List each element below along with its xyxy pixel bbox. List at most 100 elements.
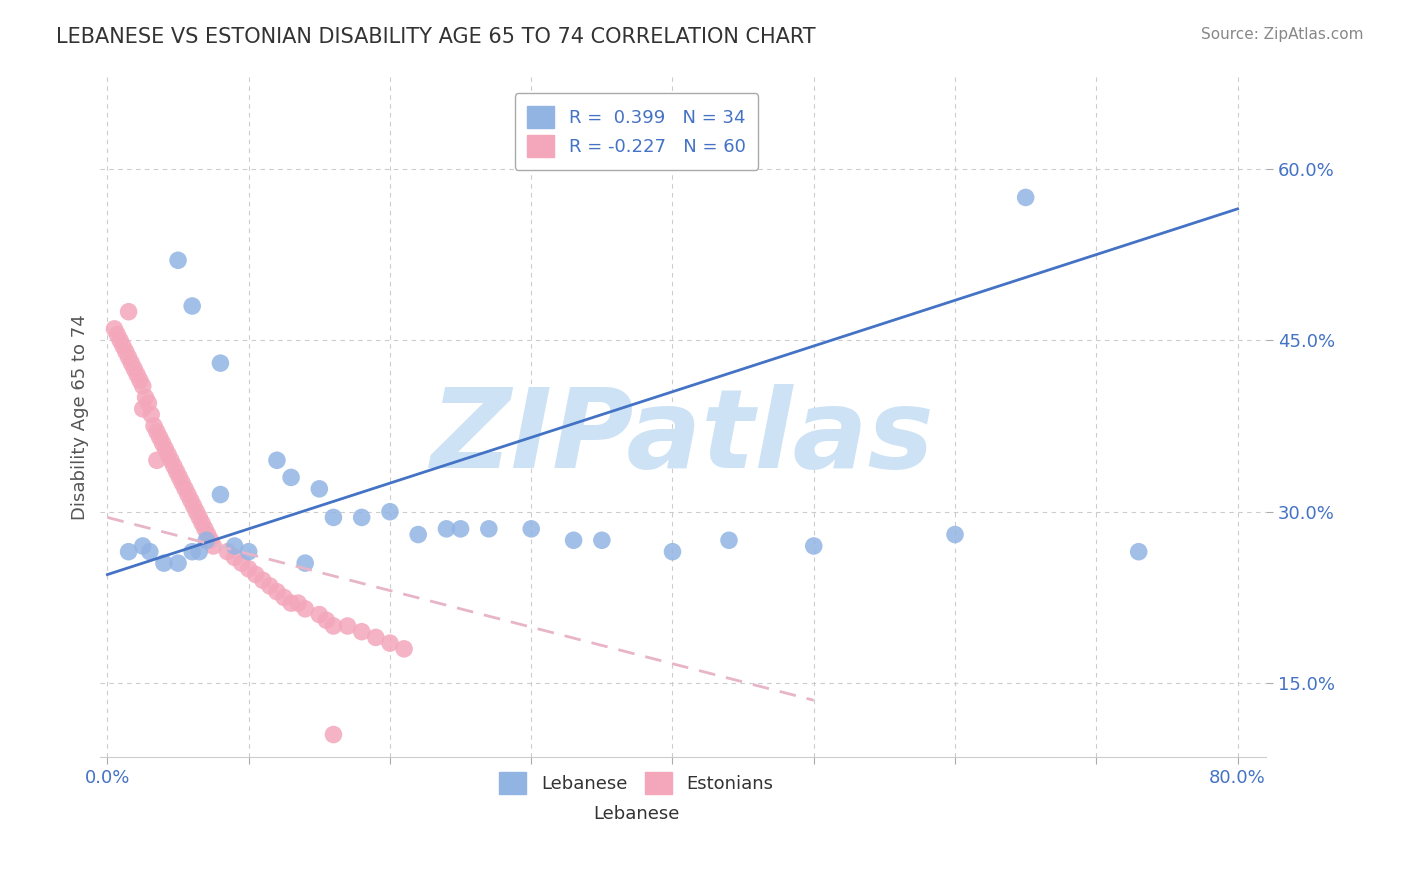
Point (194, 522, 217, 536)
Legend: Lebanese, Estonians: Lebanese, Estonians (491, 763, 783, 803)
Point (132, 539, 155, 553)
Point (231, 556, 253, 570)
Point (245, 567, 267, 582)
Point (217, 544, 239, 558)
Point (146, 453, 169, 467)
Point (172, 476, 194, 491)
Point (155, 442, 177, 456)
Point (280, 470, 302, 484)
Point (138, 396, 160, 410)
Point (436, 522, 458, 536)
Point (717, 533, 740, 548)
Point (141, 408, 163, 422)
Point (181, 299, 204, 313)
Point (392, 641, 415, 656)
Point (132, 401, 155, 416)
Point (149, 430, 172, 444)
Point (166, 465, 188, 479)
Point (146, 425, 169, 439)
Point (322, 727, 344, 741)
Point (188, 510, 211, 524)
Point (350, 624, 373, 639)
Point (153, 556, 176, 570)
Point (202, 539, 225, 553)
Point (195, 533, 218, 548)
Point (111, 339, 134, 353)
Point (209, 487, 232, 501)
Point (322, 619, 344, 633)
Point (135, 391, 157, 405)
Point (238, 562, 260, 576)
Text: ZIPatlas: ZIPatlas (432, 384, 935, 491)
Point (183, 499, 205, 513)
Point (167, 253, 190, 268)
Point (287, 596, 309, 610)
Point (266, 453, 288, 467)
Point (280, 596, 302, 610)
Point (117, 304, 139, 318)
Point (350, 510, 373, 524)
Point (114, 344, 136, 359)
Text: Source: ZipAtlas.com: Source: ZipAtlas.com (1201, 27, 1364, 42)
Point (200, 533, 222, 548)
Point (157, 448, 180, 462)
Point (478, 522, 501, 536)
Point (139, 544, 162, 558)
Point (132, 379, 155, 393)
Point (103, 322, 125, 336)
Point (105, 327, 128, 342)
Point (378, 505, 401, 519)
Point (117, 351, 139, 365)
Point (294, 556, 316, 570)
Point (562, 533, 585, 548)
Point (160, 453, 183, 467)
Point (143, 419, 166, 434)
Point (1128, 544, 1150, 558)
Point (266, 584, 288, 599)
Point (125, 368, 148, 382)
Point (308, 482, 330, 496)
Point (174, 482, 197, 496)
Point (252, 574, 274, 588)
Point (129, 373, 152, 387)
Point (197, 527, 219, 541)
Point (180, 493, 202, 508)
Point (661, 544, 683, 558)
Point (120, 356, 142, 370)
Point (188, 544, 211, 558)
Point (163, 458, 186, 473)
Point (943, 527, 966, 541)
Point (803, 539, 825, 553)
Point (169, 470, 191, 484)
Point (117, 544, 139, 558)
Point (450, 522, 472, 536)
Point (520, 522, 543, 536)
Point (191, 516, 214, 530)
Point (591, 533, 613, 548)
Point (294, 602, 316, 616)
Point (322, 510, 344, 524)
Y-axis label: Disability Age 65 to 74: Disability Age 65 to 74 (72, 315, 89, 520)
Point (186, 505, 208, 519)
Point (238, 544, 260, 558)
Point (336, 619, 359, 633)
Point (108, 333, 131, 347)
Point (315, 613, 337, 627)
Point (273, 591, 295, 605)
Point (122, 362, 145, 376)
Point (1014, 190, 1036, 204)
Point (378, 636, 401, 650)
Point (209, 356, 232, 370)
Point (177, 487, 200, 501)
Point (224, 550, 246, 565)
Point (181, 544, 204, 558)
Point (259, 579, 281, 593)
Point (167, 556, 190, 570)
Text: Lebanese: Lebanese (593, 805, 679, 823)
Point (152, 436, 174, 450)
Text: LEBANESE VS ESTONIAN DISABILITY AGE 65 TO 74 CORRELATION CHART: LEBANESE VS ESTONIAN DISABILITY AGE 65 T… (56, 27, 815, 46)
Point (224, 539, 246, 553)
Point (406, 527, 429, 541)
Point (308, 607, 330, 622)
Point (364, 631, 387, 645)
